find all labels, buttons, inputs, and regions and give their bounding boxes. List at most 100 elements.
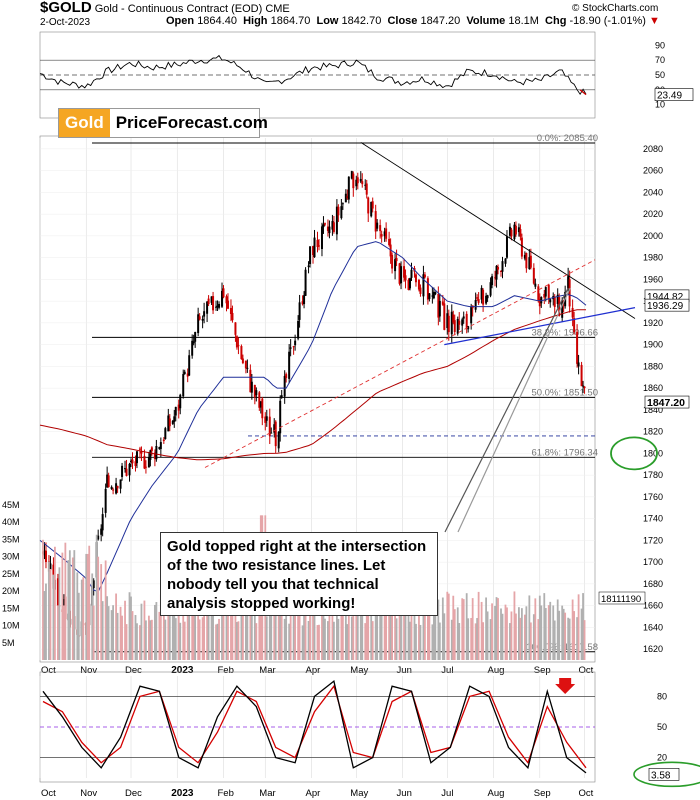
volume-bar [283, 618, 286, 660]
volume-bar [71, 557, 74, 660]
price-tick-label: 2080 [643, 144, 663, 154]
logo-gold: Gold [59, 109, 110, 137]
volume-tick-label: 40M [2, 517, 20, 527]
stoch-x-tick-label: Jul [441, 788, 453, 799]
logo-domain: PriceForecast.com [115, 113, 268, 132]
candle-body [519, 229, 522, 237]
volume-bar [168, 612, 171, 660]
candle-body [379, 225, 382, 232]
volume-bar [523, 614, 526, 660]
price-x-tick-label: Oct [41, 665, 56, 676]
price-tick-label: 1880 [643, 361, 663, 371]
volume-bar [525, 606, 528, 660]
candle-body [270, 432, 273, 434]
candle-body [431, 295, 434, 297]
candle-body [331, 221, 334, 230]
volume-bar [379, 593, 382, 660]
price-tag-label: 1936.29 [647, 301, 684, 312]
price-x-tick-label: May [350, 665, 368, 676]
candle-body [376, 222, 379, 229]
volume-tick-label: 35M [2, 534, 20, 544]
volume-bar [171, 597, 174, 660]
fib-label: 38.2%: 1906.66 [531, 327, 598, 338]
stoch-last-tag [648, 768, 680, 781]
volume-bar [528, 595, 531, 660]
candle-body [259, 401, 262, 408]
volume-bar [273, 603, 276, 660]
candle-body [335, 206, 338, 235]
volume-bar [562, 608, 565, 660]
volume-bar [441, 597, 444, 660]
volume-bar [148, 615, 150, 660]
volume-bar [519, 617, 522, 660]
volume-bar [335, 607, 338, 660]
candle-body [265, 416, 268, 421]
candle-body [370, 201, 373, 217]
candle-body [437, 293, 440, 318]
volume-bar [309, 593, 311, 660]
volume-bar [538, 595, 541, 660]
candle-body [394, 259, 397, 272]
volume-bar [458, 623, 461, 660]
candle-body [182, 374, 185, 397]
volume-bar [337, 618, 340, 660]
volume-bar [246, 609, 249, 660]
volume-bar [571, 599, 574, 660]
candle-body [244, 360, 247, 369]
volume-bar [206, 599, 208, 660]
price-x-tick-label: 2023 [171, 665, 194, 676]
volume-bar [85, 553, 88, 660]
volume-bar [561, 605, 564, 660]
volume-bar [234, 614, 237, 660]
volume-bar [504, 604, 507, 660]
candle-body [582, 385, 585, 387]
candle-body [486, 295, 489, 299]
volume-bar [497, 598, 499, 660]
volume-bar [370, 592, 373, 660]
candle-body [234, 322, 237, 335]
candle-body [298, 302, 301, 320]
stoch-x-tick-label: Dec [125, 788, 142, 799]
volume-bar [150, 619, 153, 660]
candle-body [313, 237, 316, 258]
candle-body [149, 450, 152, 460]
volume-bar [453, 609, 456, 660]
volume-bar [324, 618, 326, 660]
volume-bar [128, 592, 131, 660]
candle-body [476, 297, 479, 299]
volume-bar [471, 598, 474, 660]
stoch-x-tick-label: Aug [488, 788, 505, 799]
price-x-tick-label: Aug [488, 665, 505, 676]
volume-bar [580, 608, 583, 660]
candle-body [222, 288, 225, 298]
volume-bar [106, 596, 109, 660]
candle-body [155, 445, 158, 460]
stoch-x-tick-label: Jun [397, 788, 412, 799]
volume-bar [92, 605, 95, 660]
candle-body [523, 255, 526, 259]
volume-bar [576, 617, 578, 660]
volume-bar [365, 595, 368, 660]
site-logo: Gold PriceForecast.com [58, 108, 268, 138]
volume-bar [553, 620, 556, 660]
candle-body [543, 293, 546, 298]
candle-body [188, 355, 191, 376]
volume-bar [73, 550, 76, 660]
price-tick-label: 1920 [643, 318, 663, 328]
volume-bar [131, 611, 134, 660]
fib-label: 61.8%: 1796.34 [531, 447, 598, 458]
candle-body [138, 448, 141, 450]
volume-bar [501, 613, 504, 660]
volume-bar [289, 614, 292, 660]
down-arrow-icon [555, 678, 576, 694]
candle-body [297, 321, 300, 339]
candle-body [491, 276, 494, 286]
price-tick-label: 2040 [643, 187, 663, 197]
volume-bar [413, 599, 416, 660]
candle-body [112, 489, 115, 491]
candle-body [218, 303, 221, 308]
candle-body [307, 265, 310, 267]
candle-body [317, 245, 320, 247]
candle-body [225, 296, 228, 304]
price-tick-label: 1760 [643, 492, 663, 502]
